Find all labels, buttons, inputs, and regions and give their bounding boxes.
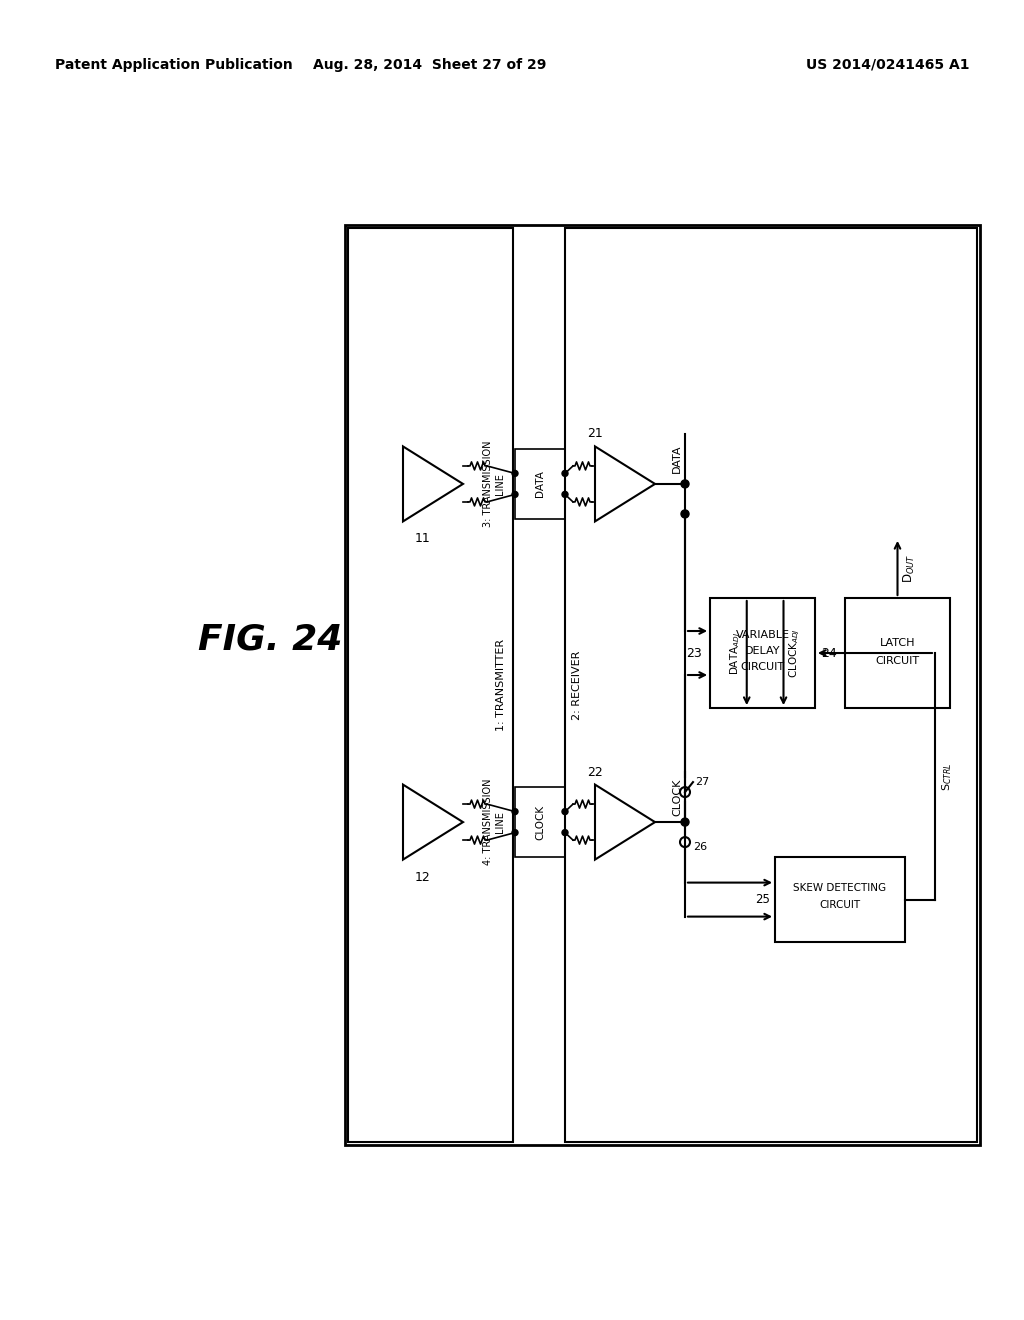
Text: DATA: DATA — [672, 445, 682, 473]
Bar — [348, 228, 513, 1142]
Circle shape — [681, 480, 689, 488]
Text: 1: TRANSMITTER: 1: TRANSMITTER — [496, 639, 506, 731]
Circle shape — [562, 470, 568, 477]
Polygon shape — [403, 446, 463, 521]
Text: CLOCK: CLOCK — [672, 779, 682, 816]
Text: CIRCUIT: CIRCUIT — [876, 656, 920, 667]
Bar — [775, 857, 905, 942]
Text: 11: 11 — [415, 532, 431, 545]
Circle shape — [512, 491, 518, 498]
Text: Patent Application Publication: Patent Application Publication — [55, 58, 293, 73]
Text: 3: TRANSMISSION
LINE: 3: TRANSMISSION LINE — [483, 441, 505, 527]
Circle shape — [512, 470, 518, 477]
Text: 22: 22 — [587, 766, 603, 779]
Text: 21: 21 — [587, 428, 603, 441]
Circle shape — [681, 818, 689, 826]
Text: Aug. 28, 2014  Sheet 27 of 29: Aug. 28, 2014 Sheet 27 of 29 — [313, 58, 547, 73]
Circle shape — [562, 491, 568, 498]
Circle shape — [512, 829, 518, 836]
Circle shape — [512, 809, 518, 814]
Bar — [345, 224, 980, 1144]
Text: S$_{CTRL}$: S$_{CTRL}$ — [940, 762, 953, 791]
Text: DELAY: DELAY — [744, 645, 780, 656]
Text: CIRCUIT: CIRCUIT — [819, 900, 860, 909]
Text: US 2014/0241465 A1: US 2014/0241465 A1 — [807, 58, 970, 73]
Polygon shape — [595, 784, 655, 859]
Bar — [845, 598, 950, 708]
Circle shape — [562, 829, 568, 836]
Text: DATA: DATA — [535, 470, 545, 498]
Text: DATA$_{ADJ}$: DATA$_{ADJ}$ — [728, 631, 742, 675]
Text: 2: RECEIVER: 2: RECEIVER — [572, 651, 582, 719]
Text: 27: 27 — [695, 777, 710, 787]
Text: 24: 24 — [821, 647, 837, 660]
Bar — [710, 598, 815, 708]
Bar — [515, 787, 565, 857]
Text: VARIABLE: VARIABLE — [735, 630, 790, 640]
Text: 25: 25 — [755, 894, 770, 906]
Text: SKEW DETECTING: SKEW DETECTING — [794, 883, 887, 892]
Text: 26: 26 — [693, 842, 708, 853]
Text: 12: 12 — [415, 871, 431, 883]
Text: CIRCUIT: CIRCUIT — [740, 663, 784, 672]
Text: LATCH: LATCH — [880, 638, 915, 648]
Text: 23: 23 — [686, 647, 702, 660]
Polygon shape — [403, 784, 463, 859]
Bar — [565, 228, 977, 1142]
Text: FIG. 24: FIG. 24 — [198, 623, 342, 657]
Circle shape — [681, 510, 689, 517]
Text: D$_{OUT}$: D$_{OUT}$ — [901, 553, 916, 582]
Text: CLOCK$_{ADJ}$: CLOCK$_{ADJ}$ — [787, 628, 802, 678]
Circle shape — [562, 809, 568, 814]
Text: 4: TRANSMISSION
LINE: 4: TRANSMISSION LINE — [483, 779, 505, 866]
Text: CLOCK: CLOCK — [535, 804, 545, 840]
Bar — [515, 449, 565, 519]
Polygon shape — [595, 446, 655, 521]
